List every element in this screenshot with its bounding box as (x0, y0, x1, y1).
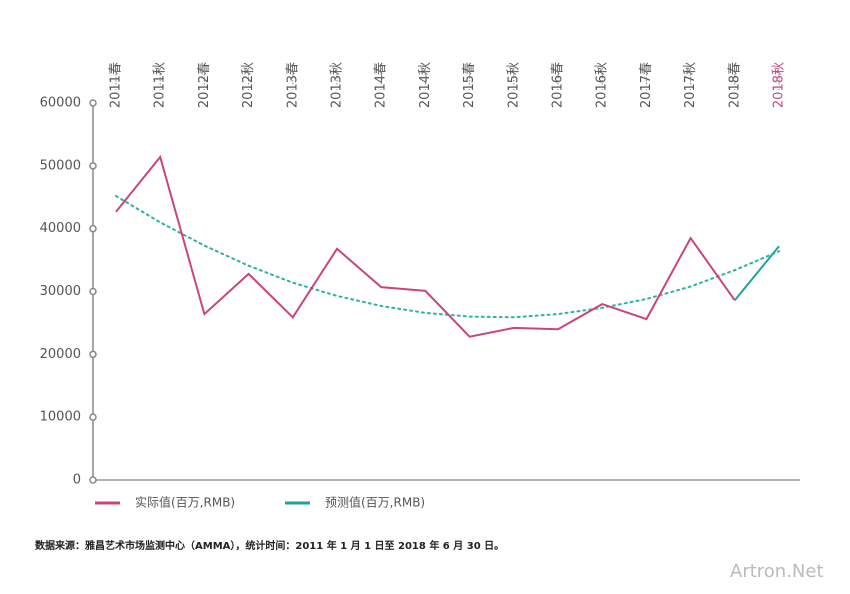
legend-label: 预测值(百万,RMB) (325, 495, 425, 510)
x-tick-label: 2017春 (639, 62, 654, 108)
y-tick-label: 40000 (40, 221, 81, 236)
x-tick-label: 2017秋 (683, 62, 698, 108)
y-tick-label: 60000 (40, 96, 81, 111)
series-line (734, 245, 780, 301)
x-tick-label: 2018秋 (772, 62, 787, 108)
x-tick-label: 2018春 (727, 62, 742, 108)
y-tick-label: 10000 (40, 410, 81, 425)
x-tick-label: 2012春 (197, 62, 212, 108)
y-tick-label: 20000 (40, 347, 81, 362)
y-tick-label: 50000 (40, 158, 81, 173)
y-tick-mark (89, 287, 97, 296)
x-tick-label: 2016春 (551, 62, 566, 108)
y-tick-mark (89, 350, 97, 359)
x-tick-label: 2014春 (374, 62, 389, 108)
series-line (115, 154, 736, 338)
legend-label: 实际值(百万,RMB) (135, 495, 235, 510)
y-tick-mark (89, 476, 97, 484)
x-tick-label: 2015秋 (506, 62, 521, 108)
y-tick-mark (89, 224, 97, 233)
x-tick-label: 2013秋 (330, 62, 345, 108)
x-tick-label: 2012秋 (241, 62, 256, 108)
x-tick-label: 2013春 (285, 62, 300, 108)
y-tick-label: 0 (73, 473, 81, 488)
y-tick-mark (89, 413, 97, 421)
x-tick-label: 2014秋 (418, 62, 433, 108)
x-tick-label: 2011秋 (153, 62, 168, 108)
x-tick-label: 2015春 (462, 62, 477, 108)
x-tick-label: 2011春 (109, 62, 124, 108)
x-tick-label: 2016秋 (595, 62, 610, 108)
watermark: Artron.Net (730, 561, 824, 582)
y-tick-mark (89, 162, 97, 170)
source-note: 数据来源：雅昌艺术市场监测中心（AMMA），统计时间：2011 年 1 月 1 … (35, 539, 504, 552)
y-tick-mark (89, 99, 97, 107)
y-tick-label: 30000 (40, 284, 81, 299)
